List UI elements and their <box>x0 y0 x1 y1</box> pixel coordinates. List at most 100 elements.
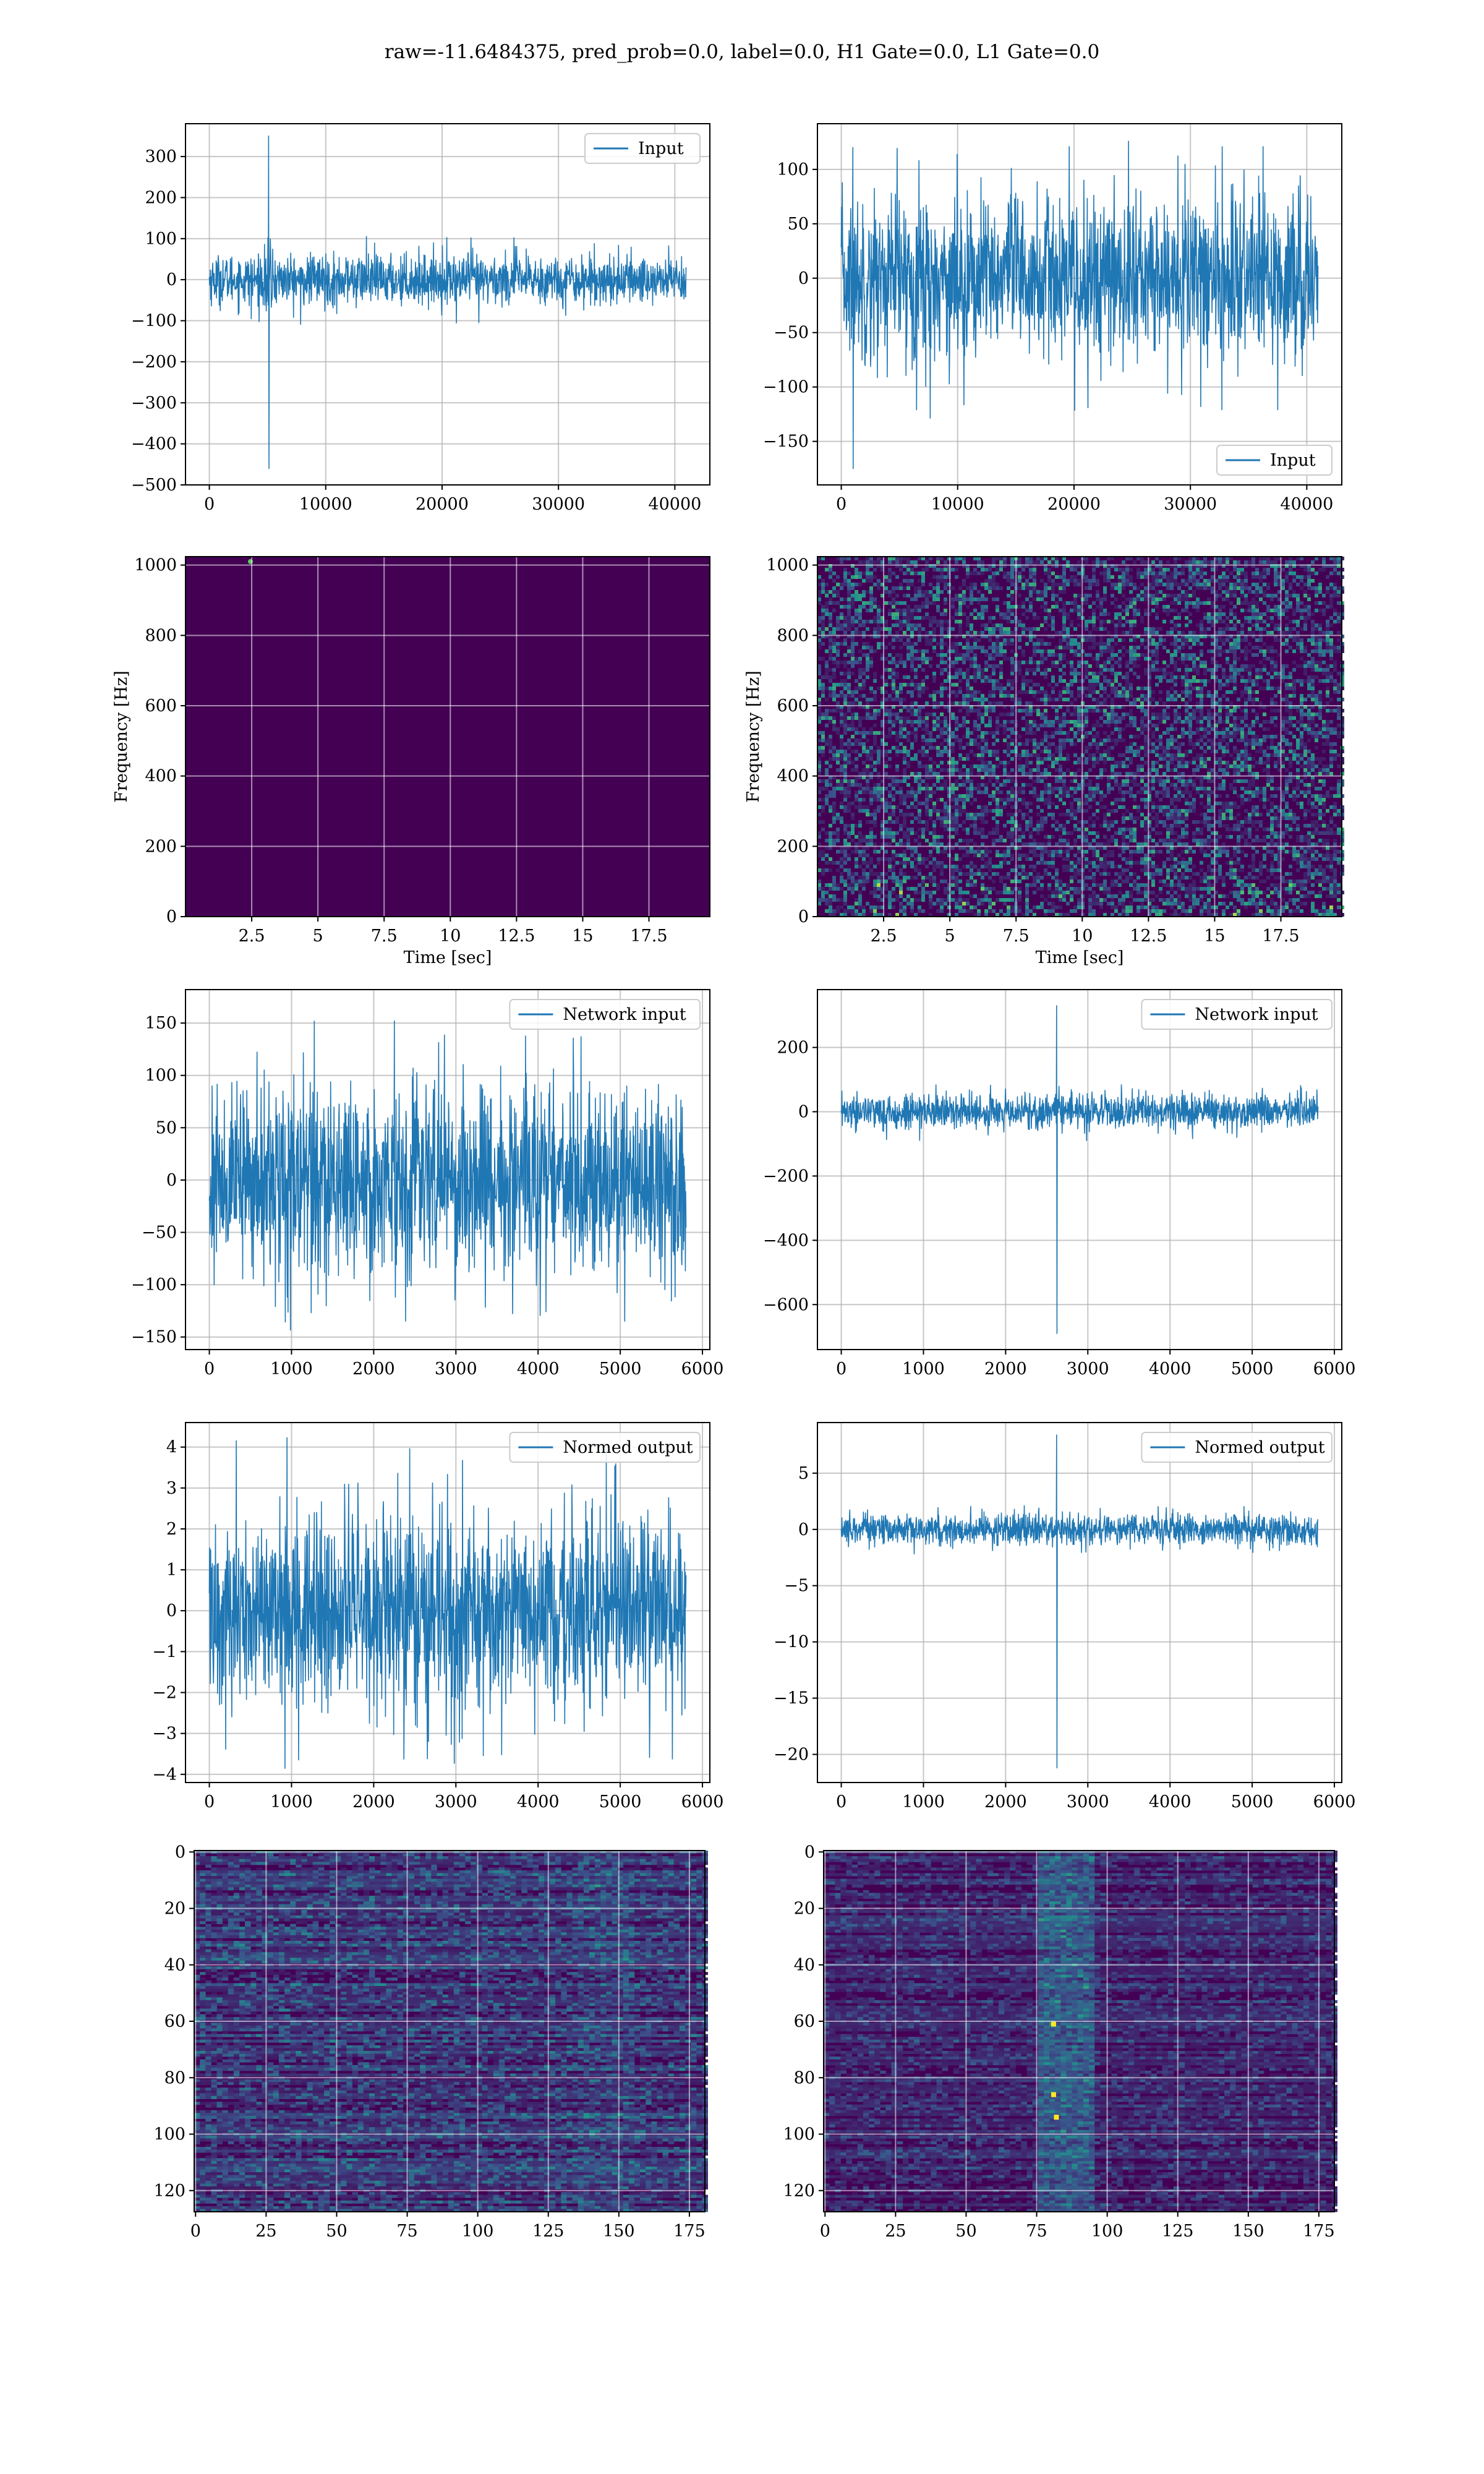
y-tick-label: −3 <box>152 1724 177 1744</box>
y-tick-label: 100 <box>153 2125 186 2144</box>
legend: Normed output <box>1141 1432 1332 1462</box>
legend: Input <box>585 134 700 163</box>
y-tick-label: 300 <box>145 147 177 166</box>
y-tick-label: 0 <box>166 907 177 927</box>
legend-label: Input <box>638 139 684 158</box>
y-tick-label: 800 <box>777 626 809 645</box>
input-l1-chart: 0 10000 20000 30000 40000−150−100−50050100In… <box>763 124 1342 514</box>
legend-label: Network input <box>1195 1005 1318 1024</box>
x-tick-label: 4000 <box>517 1359 560 1379</box>
y-tick-label: 100 <box>783 2125 815 2144</box>
x-tick-label: 5 <box>945 927 955 946</box>
y-tick-label: −200 <box>763 1166 809 1186</box>
y-tick-label: 50 <box>156 1118 177 1137</box>
y-tick-label: 200 <box>145 837 177 856</box>
y-tick-label: 100 <box>145 229 177 249</box>
axes-frame <box>817 990 1342 1350</box>
x-tick-label: 2000 <box>352 1792 395 1812</box>
x-tick-label: 0 <box>204 1359 215 1379</box>
y-tick-label: −15 <box>774 1689 809 1708</box>
y-tick-label: 200 <box>145 188 177 207</box>
series-line-network-input <box>842 1006 1318 1333</box>
y-tick-label: 80 <box>164 2068 186 2087</box>
y-tick-label: −50 <box>774 323 809 343</box>
legend-label: Normed output <box>1195 1438 1324 1457</box>
x-tick-label: 40000 <box>648 495 701 514</box>
y-tick-label: 0 <box>798 1520 809 1539</box>
heatmap-background <box>186 557 710 917</box>
y-tick-label: −200 <box>131 353 177 372</box>
x-tick-label: 4000 <box>1149 1792 1192 1812</box>
y-tick-label: 60 <box>164 2012 186 2031</box>
legend: Input <box>1217 445 1332 475</box>
legend: Normed output <box>510 1432 700 1462</box>
x-tick-label: 20000 <box>1047 495 1101 514</box>
series-line-input <box>210 136 686 469</box>
x-tick-label: 0 <box>190 2222 201 2241</box>
y-tick-label: 20 <box>794 1899 815 1919</box>
x-tick-label: 50 <box>326 2222 347 2241</box>
series-line-normed-output <box>842 1435 1318 1768</box>
y-tick-label: −100 <box>131 1275 177 1295</box>
y-tick-label: 0 <box>166 1601 177 1620</box>
y-tick-label: −10 <box>774 1633 809 1652</box>
y-tick-label: −500 <box>131 476 177 495</box>
heatmap-bright-point <box>1051 2022 1056 2027</box>
y-tick-label: 600 <box>145 696 177 716</box>
x-tick-label: 75 <box>396 2222 417 2241</box>
y-tick-label: 80 <box>794 2068 815 2087</box>
y-tick-label: −100 <box>131 312 177 331</box>
x-tick-label: 175 <box>673 2222 706 2241</box>
y-tick-label: 5 <box>798 1464 809 1483</box>
y-tick-label: −400 <box>131 435 177 454</box>
x-tick-label: 175 <box>1303 2222 1335 2241</box>
y-axis-label: Frequency [Hz] <box>744 670 763 802</box>
y-tick-label: 40 <box>164 1956 186 1975</box>
y-tick-label: −600 <box>763 1295 809 1314</box>
x-tick-label: 2.5 <box>871 927 897 946</box>
x-tick-label: 6000 <box>681 1792 724 1812</box>
y-tick-label: 40 <box>794 1956 815 1975</box>
x-tick-label: 25 <box>885 2222 906 2241</box>
y-tick-label: 60 <box>794 2012 815 2031</box>
legend: Network input <box>1141 999 1332 1029</box>
x-tick-label: 0 <box>836 1359 846 1379</box>
y-tick-label: 0 <box>166 1171 177 1190</box>
x-tick-label: 150 <box>603 2222 635 2241</box>
y-tick-label: 800 <box>145 626 177 645</box>
x-tick-label: 2000 <box>352 1359 395 1379</box>
x-tick-label: 12.5 <box>1130 927 1167 946</box>
x-tick-label: 10 <box>440 927 461 946</box>
net-l1-chart: 0 1000 2000 3000 4000 5000 6000−600−400−200020… <box>763 990 1356 1379</box>
x-tick-label: 0 <box>836 1792 846 1812</box>
y-tick-label: 120 <box>783 2181 815 2201</box>
y-tick-label: −1 <box>152 1642 177 1661</box>
x-tick-label: 15 <box>572 927 593 946</box>
x-tick-label: 0 <box>820 2222 830 2241</box>
y-tick-label: 1000 <box>134 556 177 575</box>
y-axis-label: Frequency [Hz] <box>112 670 131 802</box>
y-tick-label: −4 <box>152 1765 177 1784</box>
legend-label: Input <box>1270 451 1316 470</box>
x-tick-label: 17.5 <box>630 927 667 946</box>
y-tick-label: 0 <box>175 1843 186 1862</box>
y-tick-label: −2 <box>152 1684 177 1703</box>
x-tick-label: 20000 <box>416 495 469 514</box>
y-tick-label: 3 <box>166 1479 177 1498</box>
heatmap-bright-point <box>1054 2115 1059 2120</box>
x-tick-label: 10 <box>1072 927 1093 946</box>
x-tick-label: 7.5 <box>371 927 398 946</box>
y-tick-label: −50 <box>142 1223 177 1243</box>
spec-l1-chart: 2.5 5 7.5 10 12.5 15 17.502004006008001000Time… <box>744 556 1344 967</box>
y-tick-label: −20 <box>774 1745 809 1765</box>
legend-label: Network input <box>563 1005 686 1024</box>
x-tick-label: 3000 <box>1067 1359 1109 1379</box>
x-tick-label: 0 <box>204 1792 215 1812</box>
x-tick-label: 10000 <box>299 495 352 514</box>
norm-l1-chart: 0 1000 2000 3000 4000 5000 6000−20−15−10−505No… <box>774 1423 1355 1812</box>
y-tick-label: 100 <box>145 1066 177 1085</box>
x-tick-label: 6000 <box>681 1359 724 1379</box>
